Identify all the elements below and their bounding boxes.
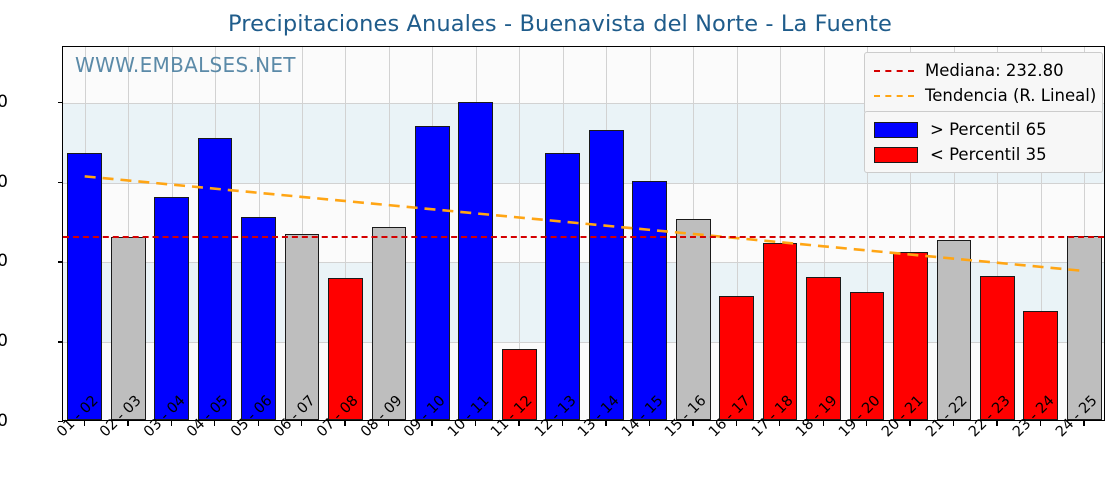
x-tick-mark xyxy=(822,421,824,426)
bar[interactable] xyxy=(371,226,407,420)
gridline-vertical xyxy=(302,47,304,420)
bar[interactable] xyxy=(849,292,885,420)
x-tick-mark xyxy=(214,421,216,426)
legend-lines: Mediana: 232.80 Tendencia (R. Lineal) xyxy=(864,52,1103,114)
bar[interactable] xyxy=(1066,235,1102,420)
legend-bars: > Percentil 65 < Percentil 35 xyxy=(864,111,1103,173)
bar[interactable] xyxy=(719,295,754,420)
gridline-vertical xyxy=(519,47,521,420)
gridline-vertical xyxy=(1084,47,1086,420)
bar[interactable] xyxy=(328,277,363,420)
x-tick-mark xyxy=(83,421,86,426)
gridline-horizontal xyxy=(63,102,1104,104)
x-tick-mark xyxy=(387,421,390,426)
gridline-vertical xyxy=(997,47,999,420)
y-tick-label: 400 xyxy=(0,91,8,112)
x-tick-mark xyxy=(779,421,781,426)
bar[interactable] xyxy=(632,180,668,420)
x-tick-mark xyxy=(431,421,433,426)
trend-dash-icon xyxy=(874,94,914,97)
bar[interactable] xyxy=(501,349,537,420)
x-tick-mark xyxy=(344,421,346,426)
x-tick-mark xyxy=(127,421,129,426)
gridline-vertical xyxy=(953,47,955,420)
y-tick-mark xyxy=(58,341,63,343)
bar[interactable] xyxy=(415,126,450,420)
bar[interactable] xyxy=(936,239,972,420)
gridline-vertical xyxy=(736,47,738,420)
x-tick-mark xyxy=(865,421,868,426)
x-tick-mark xyxy=(735,421,737,426)
legend-label-high: > Percentil 65 xyxy=(930,120,1047,139)
bar[interactable] xyxy=(1023,310,1059,420)
gridline-vertical xyxy=(128,47,130,420)
bar[interactable] xyxy=(762,242,798,420)
bar[interactable] xyxy=(545,152,581,420)
x-tick-mark xyxy=(996,421,998,426)
legend-label-trend: Tendencia (R. Lineal) xyxy=(925,86,1097,105)
bar[interactable] xyxy=(806,277,841,420)
bar[interactable] xyxy=(67,152,103,420)
x-tick-mark xyxy=(257,421,259,426)
y-tick-mark xyxy=(58,261,63,263)
low-swatch-icon xyxy=(874,146,918,163)
y-tick-mark xyxy=(58,101,63,104)
legend-item-median: Mediana: 232.80 xyxy=(874,58,1093,83)
x-tick-mark xyxy=(909,421,911,426)
page-title: Precipitaciones Anuales - Buenavista del… xyxy=(228,11,892,37)
bar[interactable] xyxy=(241,217,276,420)
bar[interactable] xyxy=(588,130,624,420)
bar[interactable] xyxy=(154,196,190,420)
watermark: WWW.EMBALSES.NET xyxy=(75,53,296,77)
y-tick-label: 200 xyxy=(0,251,8,272)
x-tick-mark xyxy=(170,421,173,426)
gridline-vertical xyxy=(866,47,868,420)
gridline-vertical xyxy=(345,47,347,420)
y-tick-label: 0 xyxy=(0,411,8,431)
x-tick-mark xyxy=(952,421,955,426)
x-tick-mark xyxy=(1083,421,1085,426)
bar[interactable] xyxy=(197,138,233,420)
x-tick-mark xyxy=(605,421,607,426)
gridline-horizontal xyxy=(63,342,1104,344)
gridline-vertical xyxy=(780,47,782,420)
high-swatch-icon xyxy=(874,121,918,138)
legend-item-trend: Tendencia (R. Lineal) xyxy=(874,83,1097,108)
gridline-vertical xyxy=(823,47,825,420)
gridline-vertical xyxy=(1040,47,1042,420)
bar[interactable] xyxy=(893,252,928,420)
legend-item-high: > Percentil 65 xyxy=(874,117,1093,142)
x-tick-mark xyxy=(474,421,477,426)
median-dash-icon xyxy=(874,69,914,72)
gridline-horizontal xyxy=(63,182,1104,184)
gridline-vertical xyxy=(910,47,912,420)
y-tick-label: 300 xyxy=(0,171,8,192)
y-tick-mark xyxy=(58,181,63,184)
x-tick-mark xyxy=(301,421,303,426)
y-tick-mark xyxy=(58,421,63,423)
x-tick-mark xyxy=(1039,421,1042,426)
x-tick-mark xyxy=(648,421,651,426)
trend-line-path xyxy=(84,175,1083,273)
x-tick-mark xyxy=(561,421,564,426)
x-tick-mark xyxy=(518,421,520,426)
gridline-horizontal xyxy=(63,262,1104,264)
trend-line xyxy=(84,175,1083,273)
bar[interactable] xyxy=(979,276,1015,420)
y-tick-label: 100 xyxy=(0,331,8,352)
median-line xyxy=(63,236,1104,239)
background-band xyxy=(63,262,1104,343)
bar[interactable] xyxy=(110,237,146,420)
bar[interactable] xyxy=(284,234,320,420)
legend-item-low: < Percentil 35 xyxy=(874,142,1093,167)
legend-label-median: Mediana: 232.80 xyxy=(925,61,1064,80)
legend-label-low: < Percentil 35 xyxy=(930,145,1047,164)
x-tick-mark xyxy=(692,421,694,426)
bar[interactable] xyxy=(675,218,711,420)
bar[interactable] xyxy=(458,102,494,420)
